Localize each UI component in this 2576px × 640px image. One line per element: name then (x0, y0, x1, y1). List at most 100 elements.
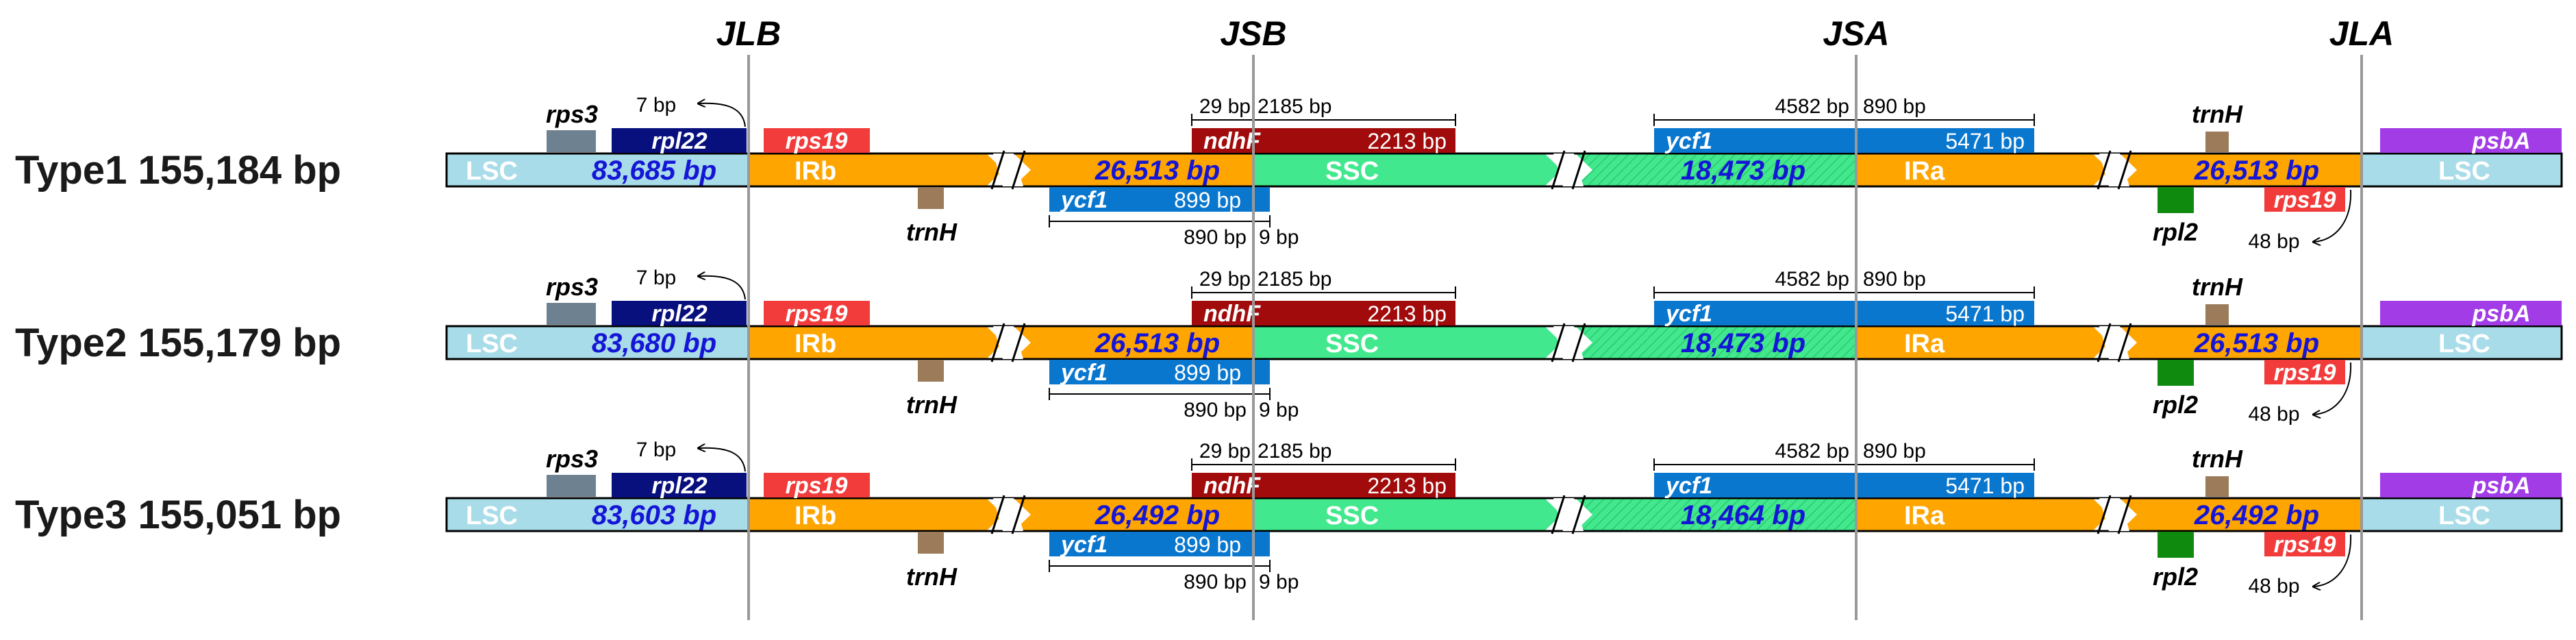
irb-break-mark-slash-b (1011, 495, 1026, 534)
genome-type-label: Type3 155,051 bp (15, 493, 341, 537)
irb-segment-start (749, 326, 986, 359)
rpl2-gene-label: rpl2 (2153, 563, 2198, 591)
ycf1-length-ira: 5471 bp (1945, 301, 2025, 326)
trnH-gene-box-ira (2205, 304, 2229, 325)
irb-break-mark-slash-b (1011, 150, 1026, 190)
ycf1-gene-box-ira (1654, 301, 2034, 325)
ssc-break-left-tip (1545, 498, 1562, 531)
trnH-gene-label-irb: trnH (906, 391, 958, 419)
ycf1-gene-label-ira: ycf1 (1664, 473, 1712, 499)
ycf1-gene-label-irb: ycf1 (1060, 187, 1108, 213)
ssc-length: 18,464 bp (1681, 500, 1805, 530)
rps19-gene-box-ira (2264, 532, 2345, 556)
rps19-gap-arrow (2314, 534, 2352, 587)
ira-label: IRa (1904, 330, 1945, 358)
ycf1-left-bp: 4582 bp (1775, 95, 1849, 118)
psbA-gene-label: psbA (2472, 301, 2531, 327)
lsc-right-label: LSC (2438, 330, 2490, 358)
genome-type-label: Type2 155,179 bp (15, 321, 341, 365)
ira-break-mark-slash-b (2117, 323, 2132, 362)
rps19-gene-box-irb (764, 301, 870, 325)
ira-break-mark-slash-a (2097, 495, 2112, 534)
lsc-length: 83,685 bp (592, 156, 716, 186)
trnH-gene-box-ira (2205, 476, 2229, 497)
rpl22-gene-box (612, 128, 747, 153)
rpl22-gene-label: rpl22 (651, 301, 707, 327)
trnH-gene-box-irb (918, 187, 944, 209)
irb-segment-end (1014, 326, 1253, 359)
ira-length: 26,492 bp (2194, 500, 2319, 530)
junction-labels: JLB JSB JSA JLA (716, 14, 2394, 53)
ycf1-gene-label-irb: ycf1 (1060, 360, 1108, 386)
ira-segment-start (1856, 153, 2092, 186)
rps19-gene-label-ira: rps19 (2274, 360, 2336, 386)
ndhF-length: 2213 bp (1367, 301, 1447, 326)
ndhF-gene-label: ndhF (1203, 301, 1261, 327)
irb-length: 26,513 bp (1095, 328, 1220, 358)
irb-length: 26,513 bp (1095, 156, 1220, 186)
lsc-length: 83,680 bp (592, 328, 716, 358)
rps3-gene-label: rps3 (546, 445, 598, 473)
ndhF-left-bp: 29 bp (1199, 95, 1251, 118)
rpl22-gene-box (612, 473, 747, 497)
ycf1-fragment-left-bp: 890 bp (1184, 571, 1247, 593)
ssc-segment-end (1575, 153, 1856, 186)
ira-segment-start (1856, 326, 2092, 359)
ssc-segment-start (1253, 153, 1545, 186)
ycf1-gene-box-irb (1049, 187, 1270, 212)
lsc-left-label: LSC (466, 502, 518, 530)
ndhF-left-bp: 29 bp (1199, 268, 1251, 291)
ndhF-gene-box (1192, 128, 1455, 153)
trnH-gene-label-ira: trnH (2192, 445, 2243, 473)
lsc-right-segment (2362, 326, 2562, 359)
lsc-right-label: LSC (2438, 502, 2490, 530)
lsc-left-segment (447, 498, 749, 531)
ssc-break-mark-slash-b (1571, 150, 1586, 190)
ndhF-gene-box (1192, 473, 1455, 497)
ssc-break-mark-slash-b (1571, 323, 1586, 362)
ssc-break-mark-slash-a (1551, 495, 1566, 534)
ycf1-left-bp: 4582 bp (1775, 440, 1849, 463)
irb-break-left-tip (986, 153, 1003, 186)
rps19-gap-label: 48 bp (2248, 403, 2299, 426)
rpl22-gap-arrow (699, 103, 746, 127)
genome-bar-outline (445, 497, 2563, 532)
ssc-break-mark-slash-b (1571, 495, 1586, 534)
ndhF-right-bp: 2185 bp (1258, 440, 1331, 463)
rpl22-gene-label: rpl22 (651, 128, 707, 154)
junction-label-jlb: JLB (716, 14, 781, 53)
ira-segment-end (2120, 153, 2362, 186)
psbA-gene-label: psbA (2472, 473, 2531, 499)
ira-break-mark-slash-b (2117, 495, 2132, 534)
ssc-length: 18,473 bp (1681, 156, 1805, 186)
ira-break-mark-slash-b (2117, 150, 2132, 190)
ssc-label: SSC (1325, 157, 1379, 186)
ycf1-right-bp: 890 bp (1863, 268, 1926, 291)
ycf1-fragment-left-bp: 890 bp (1184, 399, 1247, 421)
ycf1-gene-box-irb (1049, 532, 1270, 556)
genome-row: Type1 155,184 bp LSC 83,685 bp IRb 26,513 bp… (15, 94, 2563, 253)
rpl2-gene-label: rpl2 (2153, 391, 2198, 419)
ssc-segment-start (1253, 498, 1545, 531)
ycf1-gene-label-ira: ycf1 (1664, 301, 1712, 327)
ira-length: 26,513 bp (2194, 328, 2319, 358)
lsc-right-label: LSC (2438, 157, 2490, 186)
rpl22-gene-label: rpl22 (651, 473, 707, 499)
rps19-gap-arrow (2314, 189, 2352, 242)
rpl22-gap-label: 7 bp (636, 267, 676, 289)
ycf1-length-ira: 5471 bp (1945, 473, 2025, 498)
rps3-gene-box (547, 130, 596, 152)
irb-segment-end (1014, 498, 1253, 531)
rpl22-gap-arrow (699, 276, 746, 300)
junction-label-jsb: JSB (1220, 14, 1286, 53)
irb-label: IRb (795, 502, 836, 530)
ndhF-left-bp: 29 bp (1199, 440, 1251, 463)
ycf1-left-bp: 4582 bp (1775, 268, 1849, 291)
irb-segment-end (1014, 153, 1253, 186)
irb-length: 26,492 bp (1095, 500, 1220, 530)
rps19-gene-box-ira (2264, 360, 2345, 384)
ycf1-fragment-right-bp: 9 bp (1259, 399, 1299, 421)
trnH-gene-box-irb (918, 532, 944, 554)
ira-break-mark-slash-a (2097, 323, 2112, 362)
